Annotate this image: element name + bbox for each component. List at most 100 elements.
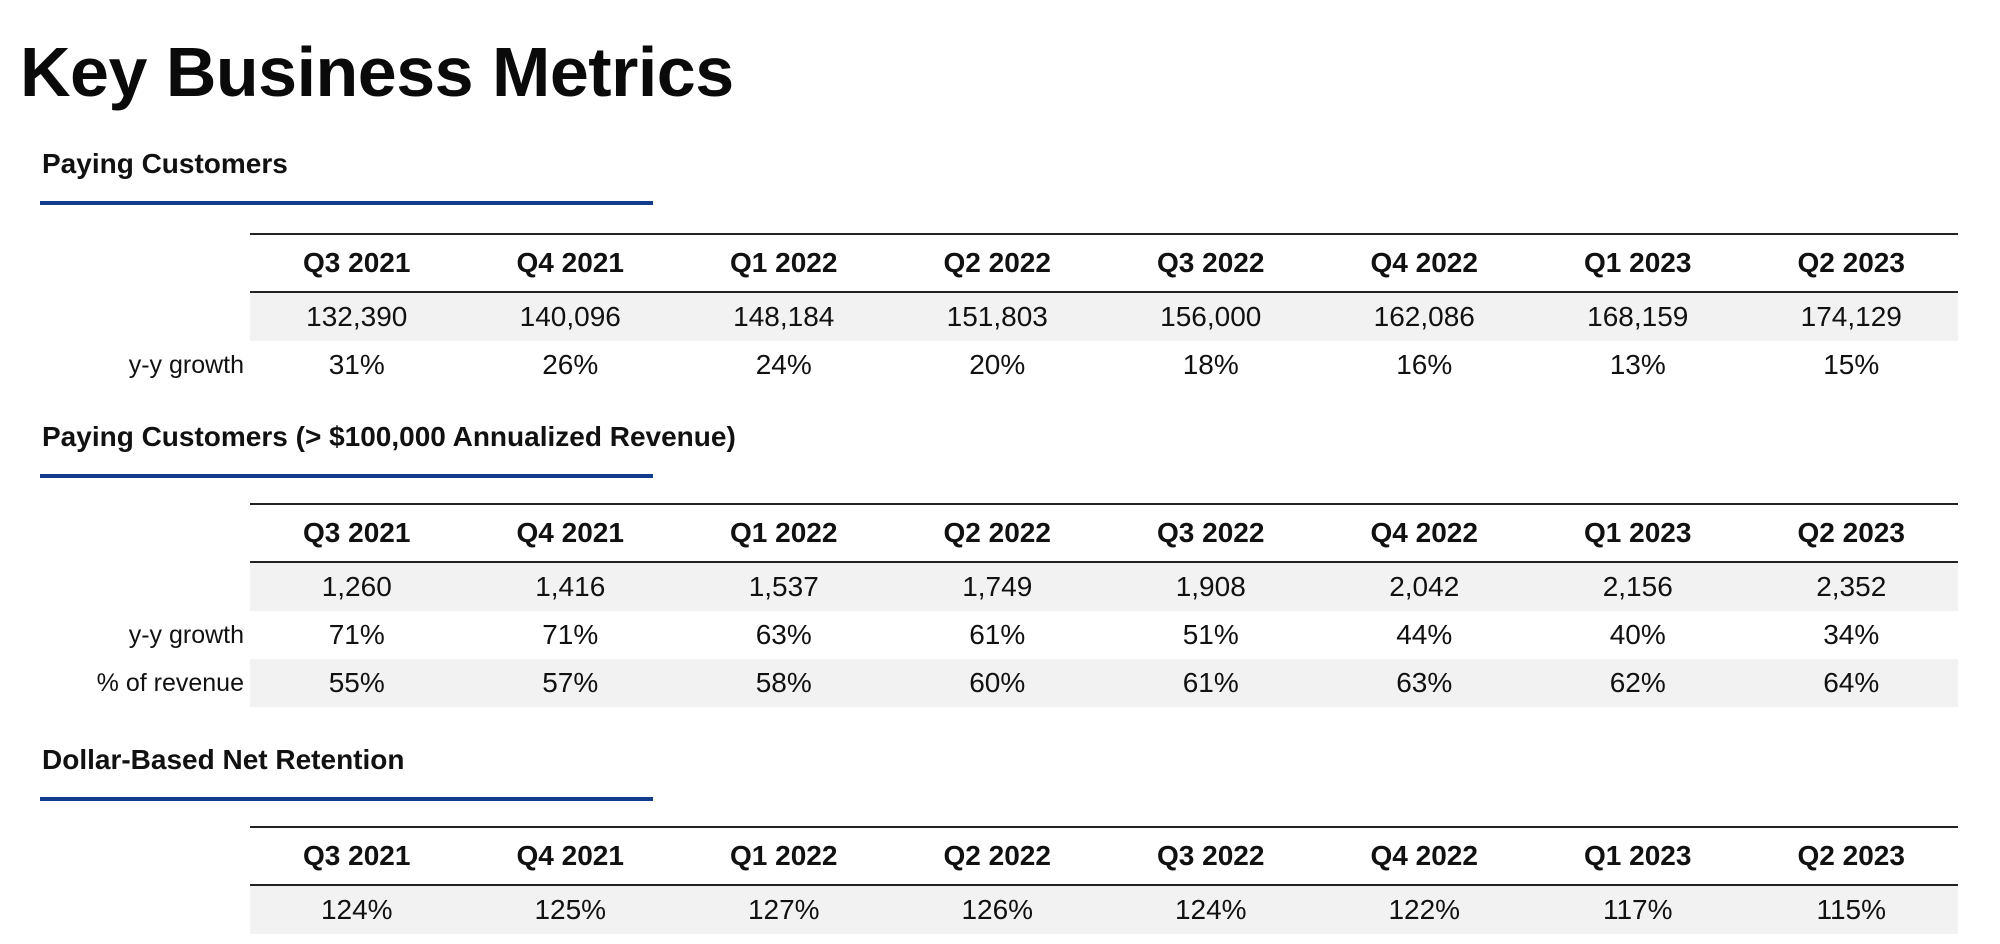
- table-cell: 15%: [1823, 349, 1880, 380]
- column-header: Q4 2021: [463, 233, 677, 293]
- header-blank: [40, 234, 250, 292]
- column-header: Q3 2022: [1104, 233, 1318, 293]
- table-cell: 156,000: [1104, 292, 1318, 341]
- table-cell: 62%: [1531, 659, 1745, 707]
- metrics-table: Q3 2021 Q4 2021 Q1 2022 Q2 2022 Q3 2022 …: [40, 826, 1958, 934]
- header-blank: [40, 827, 250, 885]
- header-row: Q3 2021 Q4 2021 Q1 2022 Q2 2022 Q3 2022 …: [40, 826, 1958, 886]
- table-row-growth: y-y growth 31% 26% 24% 20% 18% 16% 13% 1…: [40, 341, 1958, 389]
- column-header: Q4 2022: [1317, 233, 1531, 293]
- table-row-customers: 132,390 140,096 148,184 151,803 156,000 …: [40, 292, 1958, 341]
- table-cell: 1,260: [250, 562, 464, 611]
- table-cell: 132,390: [250, 292, 464, 341]
- column-header: Q4 2021: [463, 503, 677, 563]
- table-cell: 168,159: [1531, 292, 1745, 341]
- table-cell: 63%: [1317, 659, 1531, 707]
- column-header: Q1 2022: [677, 826, 891, 886]
- table-cell: 2,352: [1744, 562, 1958, 611]
- metrics-table: Q3 2021 Q4 2021 Q1 2022 Q2 2022 Q3 2022 …: [40, 233, 1958, 389]
- table-row-customers: 1,260 1,416 1,537 1,749 1,908 2,042 2,15…: [40, 562, 1958, 611]
- table-cell: 58%: [677, 659, 891, 707]
- table-cell: 64%: [1744, 659, 1958, 707]
- header-blank: [40, 504, 250, 562]
- table-cell: 1,416: [463, 562, 677, 611]
- table-cell: 51%: [1182, 619, 1239, 650]
- column-header: Q4 2022: [1317, 503, 1531, 563]
- table-cell: 40%: [1609, 619, 1666, 650]
- table-cell: 126%: [890, 885, 1104, 934]
- table-cell: 61%: [969, 619, 1026, 650]
- metrics-table: Q3 2021 Q4 2021 Q1 2022 Q2 2022 Q3 2022 …: [40, 503, 1958, 707]
- table-row-growth: y-y growth 71% 71% 63% 61% 51% 44% 40% 3…: [40, 611, 1958, 659]
- section-title: Paying Customers: [42, 148, 288, 179]
- table-cell: 124%: [250, 885, 464, 934]
- table-cell: 24%: [755, 349, 812, 380]
- column-header: Q3 2021: [250, 503, 464, 563]
- table-cell: 2,042: [1317, 562, 1531, 611]
- section-underline: [40, 474, 653, 478]
- column-header: Q1 2023: [1531, 826, 1745, 886]
- column-header: Q3 2021: [250, 826, 464, 886]
- table-cell: 1,908: [1104, 562, 1318, 611]
- table-cell: 61%: [1104, 659, 1318, 707]
- table-cell: 57%: [463, 659, 677, 707]
- table-cell: 162,086: [1317, 292, 1531, 341]
- column-header: Q3 2021: [250, 233, 464, 293]
- table-cell: 18%: [1182, 349, 1239, 380]
- column-header: Q2 2022: [890, 233, 1104, 293]
- column-header: Q1 2022: [677, 233, 891, 293]
- column-header: Q2 2022: [890, 826, 1104, 886]
- column-header: Q1 2023: [1531, 503, 1745, 563]
- table-cell: 60%: [890, 659, 1104, 707]
- section-title: Paying Customers (> $100,000 Annualized …: [42, 421, 736, 452]
- table-cell: 1,749: [890, 562, 1104, 611]
- table-cell: 174,129: [1744, 292, 1958, 341]
- row-label: [40, 562, 250, 611]
- table-cell: 1,537: [677, 562, 891, 611]
- table-cell: 55%: [250, 659, 464, 707]
- column-header: Q3 2022: [1104, 826, 1318, 886]
- table-cell: 2,156: [1531, 562, 1745, 611]
- row-label: [40, 885, 250, 934]
- table-cell: 34%: [1823, 619, 1880, 650]
- table-cell: 26%: [542, 349, 599, 380]
- row-label: [40, 292, 250, 341]
- table-cell: 63%: [755, 619, 812, 650]
- header-row: Q3 2021 Q4 2021 Q1 2022 Q2 2022 Q3 2022 …: [40, 503, 1958, 563]
- table-cell: 31%: [328, 349, 385, 380]
- table-cell: 124%: [1104, 885, 1318, 934]
- table-cell: 71%: [542, 619, 599, 650]
- table-cell: 125%: [463, 885, 677, 934]
- column-header: Q2 2023: [1744, 233, 1958, 293]
- table-cell: 71%: [328, 619, 385, 650]
- table-cell: 44%: [1396, 619, 1453, 650]
- table-cell: 16%: [1396, 349, 1453, 380]
- table-cell: 140,096: [463, 292, 677, 341]
- column-header: Q1 2022: [677, 503, 891, 563]
- section-title: Dollar-Based Net Retention: [42, 744, 405, 775]
- page-title: Key Business Metrics: [20, 33, 734, 111]
- row-label: y-y growth: [40, 611, 250, 659]
- column-header: Q2 2022: [890, 503, 1104, 563]
- table-row-retention: 124% 125% 127% 126% 124% 122% 117% 115%: [40, 885, 1958, 934]
- column-header: Q1 2023: [1531, 233, 1745, 293]
- column-header: Q2 2023: [1744, 503, 1958, 563]
- table-cell: 115%: [1744, 885, 1958, 934]
- column-header: Q2 2023: [1744, 826, 1958, 886]
- row-label: y-y growth: [40, 341, 250, 389]
- column-header: Q4 2022: [1317, 826, 1531, 886]
- section-underline: [40, 797, 653, 801]
- table-row-revenue-share: % of revenue 55% 57% 58% 60% 61% 63% 62%…: [40, 659, 1958, 707]
- column-header: Q3 2022: [1104, 503, 1318, 563]
- table-cell: 151,803: [890, 292, 1104, 341]
- table-cell: 117%: [1531, 885, 1745, 934]
- header-row: Q3 2021 Q4 2021 Q1 2022 Q2 2022 Q3 2022 …: [40, 233, 1958, 293]
- column-header: Q4 2021: [463, 826, 677, 886]
- row-label: % of revenue: [40, 659, 250, 707]
- table-cell: 148,184: [677, 292, 891, 341]
- table-cell: 122%: [1317, 885, 1531, 934]
- table-cell: 13%: [1609, 349, 1666, 380]
- table-cell: 127%: [677, 885, 891, 934]
- table-cell: 20%: [969, 349, 1026, 380]
- section-underline: [40, 201, 653, 205]
